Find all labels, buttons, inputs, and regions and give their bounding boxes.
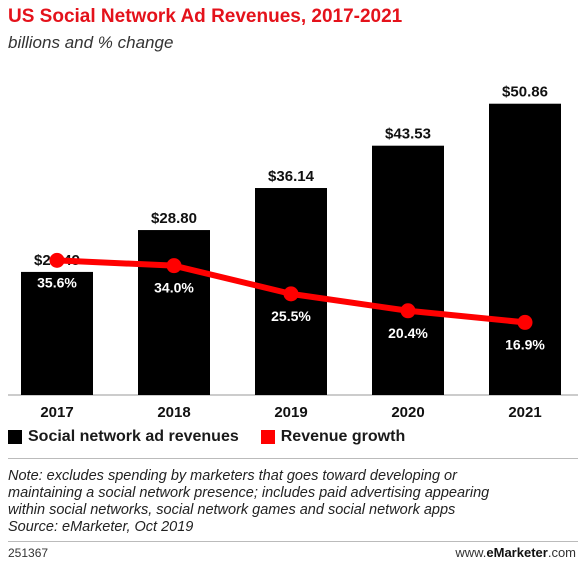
brand-prefix: www. (455, 545, 487, 560)
growth-point (517, 314, 533, 330)
growth-value-label: 34.0% (154, 280, 194, 296)
chart-note: Note: excludes spending by marketers tha… (8, 468, 583, 536)
x-tick-label: 2017 (40, 404, 73, 420)
growth-point (166, 258, 182, 274)
x-tick-label: 2021 (508, 404, 541, 420)
growth-value-label: 25.5% (271, 308, 311, 324)
chart-title: US Social Network Ad Revenues, 2017-2021 (8, 6, 403, 27)
growth-value-label: 16.9% (505, 336, 545, 352)
legend-swatch-growth (260, 430, 275, 444)
bar (372, 145, 444, 395)
bar (21, 271, 93, 395)
legend-item-growth: Revenue growth (260, 428, 406, 446)
growth-point (400, 303, 416, 319)
chart-id: 251367 (8, 546, 49, 560)
note-line: within social networks, social network g… (8, 502, 456, 518)
bar-value-label: $43.53 (385, 126, 431, 143)
brand-logo: www.eMarketer.com (455, 545, 576, 560)
legend-swatch-revenues (8, 430, 22, 444)
growth-point (283, 286, 299, 302)
x-tick-label: 2018 (157, 404, 190, 420)
note-line: maintaining a social network presence; i… (8, 485, 490, 501)
chart-subtitle: billions and % change (8, 33, 174, 52)
chart-legend: Social network ad revenues Revenue growt… (8, 428, 427, 446)
bar-value-label: $50.86 (502, 84, 548, 101)
x-tick-label: 2019 (274, 404, 307, 420)
legend-label-growth: Revenue growth (280, 428, 406, 445)
x-tick-label: 2020 (391, 404, 424, 420)
bar-value-label: $28.80 (151, 210, 197, 227)
brand-name: eMarketer (486, 545, 548, 560)
growth-point (49, 252, 65, 268)
bar (138, 230, 210, 395)
bar-line-chart: $21.492017$28.802018$36.142019$43.532020… (8, 84, 578, 420)
footer-divider (8, 541, 578, 542)
bar (489, 103, 561, 395)
note-source: Source: eMarketer, Oct 2019 (8, 519, 194, 535)
bar-value-label: $36.14 (268, 168, 315, 185)
brand-suffix: .com (547, 545, 576, 560)
note-line: Note: excludes spending by marketers tha… (8, 468, 457, 484)
growth-value-label: 35.6% (37, 274, 77, 290)
growth-value-label: 20.4% (388, 325, 428, 341)
legend-label-revenues: Social network ad revenues (28, 428, 239, 445)
divider (8, 458, 578, 459)
legend-item-revenues: Social network ad revenues (8, 428, 239, 446)
